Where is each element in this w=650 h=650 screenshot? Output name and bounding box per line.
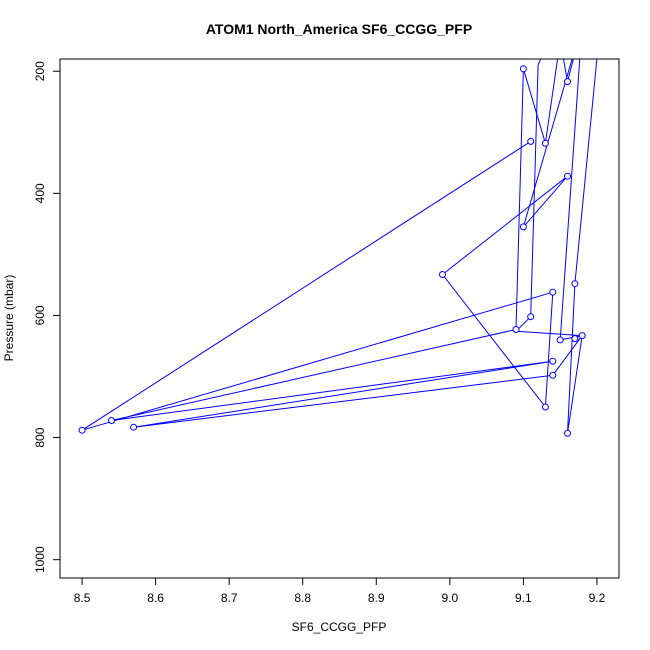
x-tick-label: 8.7: [221, 591, 238, 605]
chart-title: ATOM1 North_America SF6_CCGG_PFP: [206, 21, 472, 37]
data-point-17: [527, 313, 535, 321]
series-line-0: [81, 59, 583, 431]
y-tick-label: 600: [33, 305, 47, 325]
data-point-4: [439, 271, 446, 278]
data-point-6: [519, 223, 527, 231]
x-tick-label: 9.0: [441, 591, 458, 605]
x-axis: 8.5 8.6 8.7 8.8 8.9 9.0 9.1 9.2: [74, 577, 606, 605]
data-point-9: [549, 371, 557, 379]
y-tick-label: 800: [33, 427, 47, 447]
y-axis-label: Pressure (mbar): [2, 275, 16, 362]
data-point-5: [564, 172, 571, 180]
data-point-16: [564, 78, 571, 86]
data-point-20: [571, 335, 579, 343]
data-point-18: [564, 429, 571, 437]
data-point-8: [578, 332, 586, 340]
y-tick-label: 200: [33, 61, 47, 81]
data-point-15: [541, 139, 549, 147]
data-point-10: [130, 423, 138, 431]
data-point-7: [556, 336, 564, 344]
data-point-1: [78, 426, 86, 434]
x-tick-label: 8.5: [74, 591, 91, 605]
data-point-3: [541, 403, 549, 411]
x-tick-label: 8.9: [368, 591, 385, 605]
y-tick-label: 400: [33, 183, 47, 203]
x-tick-label: 8.8: [294, 591, 311, 605]
data-point-11: [549, 357, 557, 365]
x-tick-label: 8.6: [147, 591, 164, 605]
data-point-0: [527, 137, 535, 145]
x-axis-label: SF6_CCGG_PFP: [292, 620, 387, 634]
data-point-19: [571, 280, 579, 288]
y-tick-label: 1000: [33, 546, 47, 573]
data-point-2: [549, 288, 557, 296]
data-point-14: [519, 65, 527, 73]
data-point-13: [512, 326, 520, 333]
x-tick-label: 9.2: [589, 591, 606, 605]
data-point-12: [108, 417, 115, 424]
y-axis: 200 400 600 800 1000: [33, 61, 61, 573]
x-tick-label: 9.1: [515, 591, 532, 605]
points-layer: [78, 65, 586, 437]
